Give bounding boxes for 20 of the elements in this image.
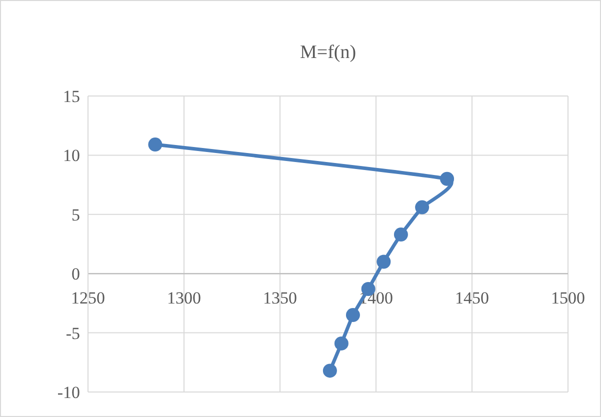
- point: [440, 172, 454, 186]
- x-tick-label: 1250: [71, 288, 105, 308]
- y-tick-label: -10: [57, 382, 80, 402]
- x-tick-label: 1350: [263, 288, 297, 308]
- point: [322, 364, 337, 378]
- point: [376, 254, 391, 269]
- point: [415, 200, 430, 214]
- y-tick-label: -5: [66, 324, 80, 343]
- x-tick-label: 1300: [167, 288, 201, 308]
- point: [394, 228, 408, 242]
- y-tick-label: 0: [72, 264, 80, 284]
- y-tick-label: 5: [72, 205, 80, 224]
- point: [334, 336, 348, 350]
- x-tick-label: 1450: [455, 288, 489, 308]
- point: [148, 138, 162, 152]
- x-tick-label: 1500: [551, 288, 585, 308]
- y-tick-label: 10: [63, 146, 80, 166]
- y-tick-label: 15: [63, 86, 80, 106]
- point: [346, 308, 360, 322]
- chart-title: M=f(n): [300, 42, 356, 63]
